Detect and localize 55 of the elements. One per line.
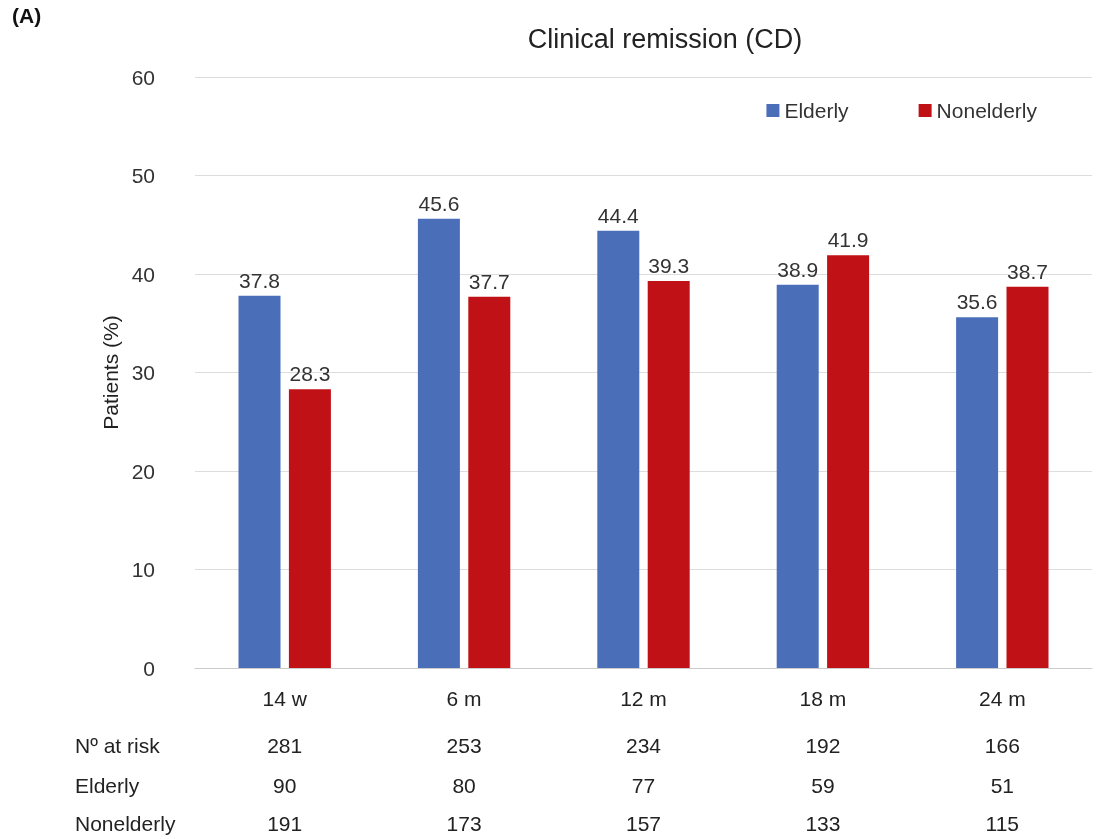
y-tick-label: 60 — [131, 65, 155, 89]
x-tick-label: 12 m — [620, 687, 667, 710]
text: 157 — [625, 811, 662, 835]
text: 77 — [631, 773, 656, 797]
data-label: 28.3 — [289, 362, 331, 386]
x-tick-label: 18 m — [799, 687, 847, 710]
text: Elderly — [75, 773, 140, 797]
text: 90 — [273, 773, 297, 797]
x-tick-label: 6 m — [446, 687, 482, 710]
data-label: 38.9 — [777, 257, 819, 281]
bar — [647, 280, 690, 668]
y-tick-label: 20 — [131, 459, 155, 483]
bar — [238, 295, 281, 668]
legend-label: Nonelderly — [936, 99, 1038, 122]
text: 166 — [984, 733, 1020, 757]
text: 192 — [805, 733, 841, 757]
text: 59 — [811, 773, 835, 797]
y-tick-label: 40 — [131, 262, 155, 286]
text: 51 — [990, 773, 1014, 797]
text: 80 — [452, 773, 476, 797]
text: 191 — [267, 811, 303, 835]
y-tick-label: 50 — [131, 164, 155, 187]
chart-title: Clinical remission (CD) — [527, 23, 803, 54]
text: 234 — [625, 733, 662, 757]
text: 253 — [446, 733, 482, 757]
text: Nº at risk — [75, 733, 161, 757]
bar — [956, 317, 999, 668]
data-label: 44.4 — [597, 203, 640, 227]
x-tick-label: 24 m — [978, 687, 1026, 710]
y-tick-label: 30 — [131, 361, 155, 384]
text: (A) — [12, 4, 42, 27]
legend-label: Elderly — [784, 99, 850, 122]
text: Nonelderly — [75, 811, 176, 835]
bar — [468, 296, 511, 668]
data-label: 37.7 — [468, 269, 510, 293]
data-label: 39.3 — [648, 253, 690, 277]
bar — [776, 284, 819, 668]
text: 281 — [267, 733, 303, 757]
bar — [288, 389, 331, 668]
bar — [827, 255, 870, 668]
text: 133 — [805, 811, 841, 835]
data-label: 41.9 — [827, 228, 869, 252]
bar — [597, 230, 640, 668]
data-label: 45.6 — [418, 191, 460, 215]
text: 173 — [446, 811, 482, 835]
bar — [1006, 286, 1049, 668]
bar — [417, 218, 460, 668]
y-axis-title: Patients (%) — [98, 315, 122, 430]
data-label: 38.7 — [1007, 259, 1048, 283]
text: 115 — [985, 811, 1020, 835]
data-label: 37.8 — [239, 268, 280, 292]
y-tick-label: 10 — [131, 558, 155, 581]
x-tick-label: 14 w — [262, 687, 308, 710]
data-label: 35.6 — [956, 290, 998, 314]
y-tick-label: 0 — [143, 656, 155, 680]
